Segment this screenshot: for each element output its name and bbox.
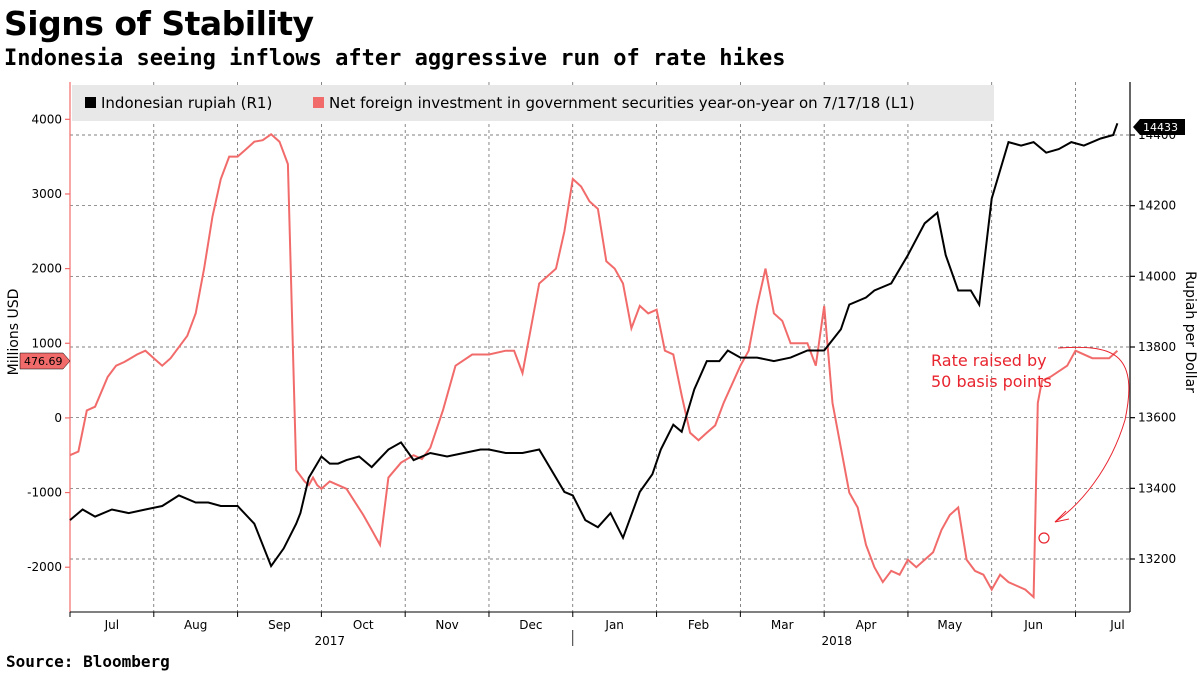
source-note: Source: Bloomberg: [6, 652, 170, 671]
rate-hike-annotation: Rate raised by 50 basis points: [931, 346, 1130, 544]
svg-text:14433: 14433: [1143, 121, 1178, 134]
year-label: 2017: [314, 634, 345, 648]
right-tick-label: 14200: [1138, 199, 1176, 213]
month-label: Oct: [353, 618, 374, 632]
left-tick-label: -2000: [27, 560, 62, 574]
left-tick-label: 1000: [31, 336, 62, 350]
gridlines: [70, 82, 1130, 612]
month-label: Aug: [184, 618, 207, 632]
investment-series-line: [69, 133, 1119, 600]
month-label: May: [937, 618, 962, 632]
x-axis: Jul Aug Sep Oct Nov Dec Jan Feb Mar Apr May Jun Jul 2…: [69, 611, 1130, 648]
month-label: Nov: [435, 618, 458, 632]
right-tick-label: 13200: [1138, 552, 1176, 566]
legend-swatch-investment: [313, 97, 324, 108]
svg-text:476.69: 476.69: [24, 355, 63, 368]
right-axis-label: Rupiah per Dollar: [1182, 271, 1198, 393]
left-tick-label: 4000: [31, 112, 62, 126]
rupiah-series-line: [69, 122, 1119, 569]
month-label: Jul: [1109, 618, 1124, 632]
investment-last-value-badge: 476.69: [19, 352, 71, 370]
month-label: Jun: [1023, 618, 1043, 632]
left-tick-label: 3000: [31, 187, 62, 201]
month-label: Dec: [519, 618, 542, 632]
left-axis: 4000 3000 2000 1000 0 -1000 -2000: [27, 82, 71, 612]
month-label: Feb: [688, 618, 709, 632]
year-label: 2018: [821, 634, 852, 648]
month-label: Sep: [268, 618, 291, 632]
month-label: Apr: [856, 618, 877, 632]
left-tick-label: 0: [54, 411, 62, 425]
legend-swatch-rupiah: [85, 97, 96, 108]
right-tick-label: 13600: [1138, 411, 1176, 425]
svg-text:Rate raised by: Rate raised by: [931, 351, 1047, 370]
right-tick-label: 13800: [1138, 340, 1176, 354]
right-tick-label: 14000: [1138, 269, 1176, 283]
left-tick-label: 2000: [31, 262, 62, 276]
right-tick-label: 13400: [1138, 481, 1176, 495]
legend-box: [72, 85, 994, 121]
left-axis-label: Millions USD: [6, 289, 22, 376]
right-axis: 14400142001400013800136001340013200: [1129, 82, 1176, 612]
chart-title: Signs of Stability: [4, 4, 314, 43]
legend-label-rupiah: Indonesian rupiah (R1): [101, 94, 272, 112]
month-label: Jul: [104, 618, 119, 632]
month-label: Jan: [604, 618, 624, 632]
chart-subtitle: Indonesia seeing inflows after aggressiv…: [4, 46, 786, 71]
left-tick-label: -1000: [27, 486, 62, 500]
rupiah-last-value-badge: 14433: [1133, 119, 1185, 135]
month-label: Mar: [771, 618, 794, 632]
svg-text:50 basis points: 50 basis points: [931, 372, 1052, 391]
legend-label-investment: Net foreign investment in government sec…: [329, 94, 915, 112]
